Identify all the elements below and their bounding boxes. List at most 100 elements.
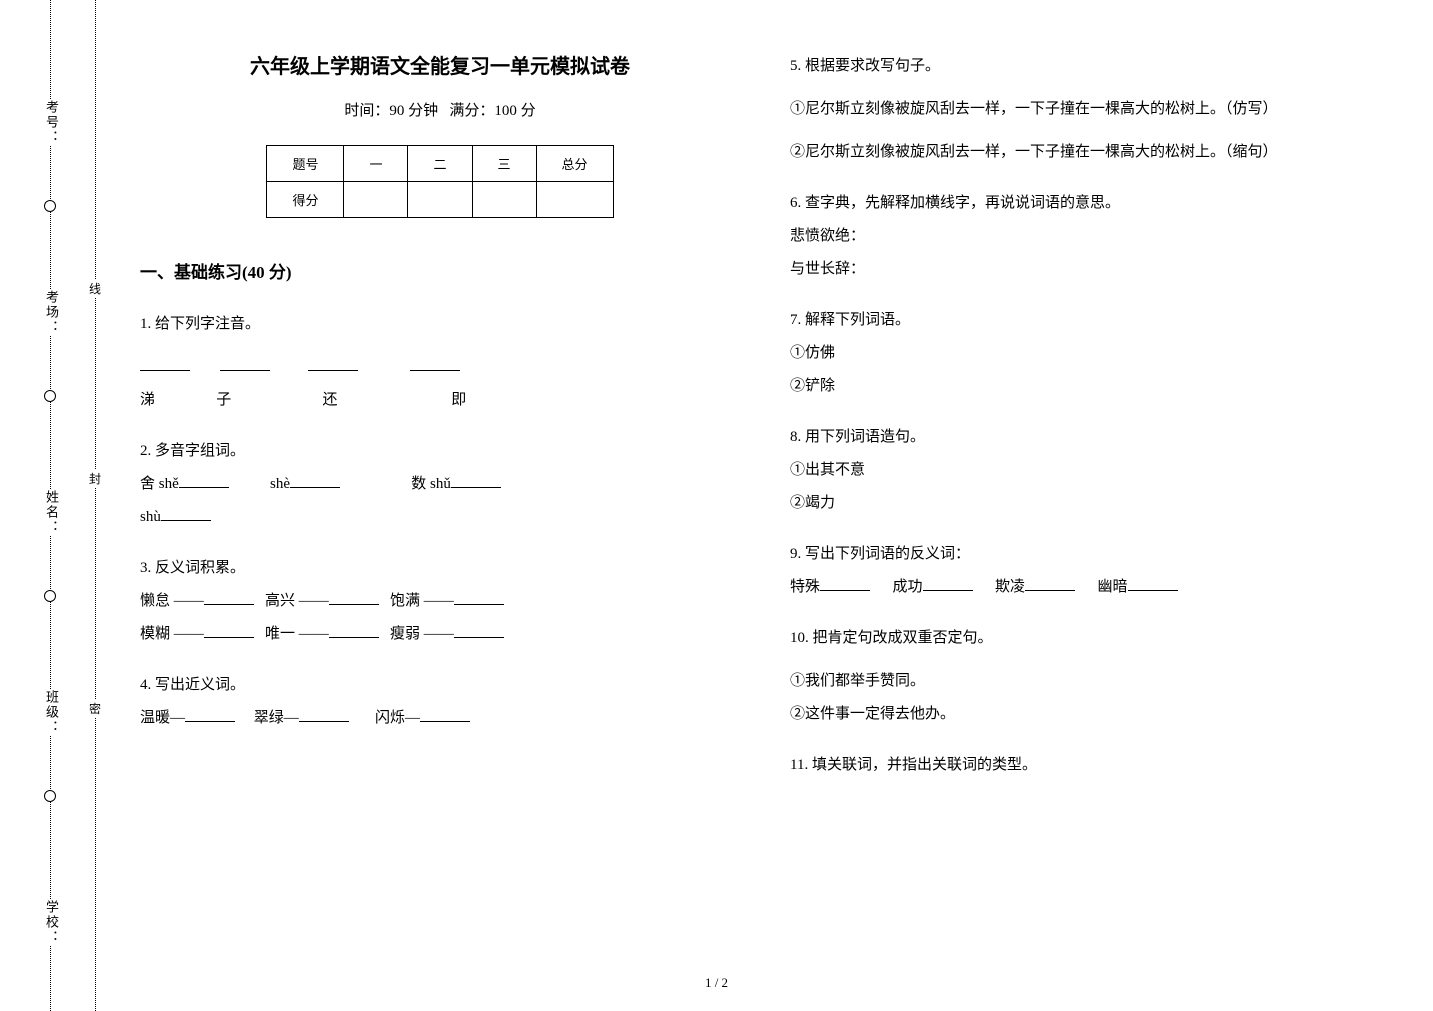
blank[interactable] <box>204 623 254 638</box>
poly-item: 舍 shě <box>140 476 179 492</box>
blank[interactable] <box>179 473 229 488</box>
table-header: 总分 <box>536 146 613 182</box>
blank[interactable] <box>1128 576 1178 591</box>
page-content: 六年级上学期语文全能复习一单元模拟试卷 时间：90 分钟 满分：100 分 题号… <box>140 50 1410 800</box>
section-title: 一、基础练习(40 分) <box>140 258 740 283</box>
page-number: 1 / 2 <box>705 975 728 991</box>
exam-title: 六年级上学期语文全能复习一单元模拟试卷 <box>140 50 740 79</box>
table-cell <box>344 182 408 218</box>
blank[interactable] <box>820 576 870 591</box>
question-prompt: 8. 用下列词语造句。 <box>790 421 1390 454</box>
q9-item: 欺凌 <box>995 579 1025 595</box>
antonym-item: 懒怠 —— <box>140 593 204 609</box>
inner-label-xian: 线 <box>89 280 101 297</box>
question-prompt: 5. 根据要求改写句子。 <box>790 50 1390 83</box>
synonym-item: 翠绿— <box>254 710 299 726</box>
table-header: 三 <box>472 146 536 182</box>
blank[interactable] <box>410 356 460 371</box>
table-row: 题号 一 二 三 总分 <box>267 146 613 182</box>
q8-item1: ①出其不意 <box>790 454 1390 487</box>
char: 子 <box>216 384 266 417</box>
blank[interactable] <box>329 590 379 605</box>
table-row: 得分 <box>267 182 613 218</box>
antonym-row2: 模糊 —— 唯一 —— 瘦弱 —— <box>140 618 740 651</box>
margin-label-room: 考场： <box>42 290 61 335</box>
question-1: 1. 给下列字注音。 涕 子 还 即 <box>140 308 740 417</box>
synonym-row: 温暖— 翠绿— 闪烁— <box>140 702 740 735</box>
synonym-item: 温暖— <box>140 710 185 726</box>
q9-item: 幽暗 <box>1098 579 1128 595</box>
exam-subtitle: 时间：90 分钟 满分：100 分 <box>140 99 740 120</box>
question-prompt: 9. 写出下列词语的反义词： <box>790 538 1390 571</box>
table-cell <box>472 182 536 218</box>
q7-item1: ①仿佛 <box>790 337 1390 370</box>
question-9: 9. 写出下列词语的反义词： 特殊 成功 欺凌 幽暗 <box>790 538 1390 604</box>
question-prompt: 3. 反义词积累。 <box>140 552 740 585</box>
q5-item2: ②尼尔斯立刻像被旋风刮去一样，一下子撞在一棵高大的松树上。（缩句） <box>790 136 1390 169</box>
synonym-item: 闪烁— <box>375 710 420 726</box>
score-label: 满分：100 分 <box>449 103 535 119</box>
blank[interactable] <box>454 623 504 638</box>
table-cell: 得分 <box>267 182 344 218</box>
margin-circle <box>44 390 56 402</box>
margin-label-name: 姓名： <box>42 490 61 535</box>
antonym-item: 模糊 —— <box>140 626 204 642</box>
dotted-line-inner <box>95 0 96 1011</box>
blank[interactable] <box>1025 576 1075 591</box>
q6-item2: 与世长辞： <box>790 253 1390 286</box>
question-10: 10. 把肯定句改成双重否定句。 ①我们都举手赞同。 ②这件事一定得去他办。 <box>790 622 1390 731</box>
margin-circle <box>44 790 56 802</box>
antonym-item: 唯一 —— <box>265 626 329 642</box>
antonym-item: 高兴 —— <box>265 593 329 609</box>
blank[interactable] <box>329 623 379 638</box>
question-prompt: 2. 多音字组词。 <box>140 435 740 468</box>
question-2: 2. 多音字组词。 舍 shě shè 数 shǔ shù <box>140 435 740 534</box>
blank[interactable] <box>923 576 973 591</box>
blank[interactable] <box>185 707 235 722</box>
margin-circle <box>44 200 56 212</box>
blank[interactable] <box>204 590 254 605</box>
poly-item: shè <box>270 476 290 492</box>
q5-item1: ①尼尔斯立刻像被旋风刮去一样，一下子撞在一棵高大的松树上。（仿写） <box>790 93 1390 126</box>
char: 涕 <box>140 384 190 417</box>
table-header: 二 <box>408 146 472 182</box>
pinyin-row <box>140 351 740 384</box>
question-prompt: 1. 给下列字注音。 <box>140 308 740 341</box>
inner-label-mi: 密 <box>89 700 101 717</box>
question-3: 3. 反义词积累。 懒怠 —— 高兴 —— 饱满 —— 模糊 —— 唯一 —— … <box>140 552 740 651</box>
char-row: 涕 子 还 即 <box>140 384 740 417</box>
blank[interactable] <box>290 473 340 488</box>
blank[interactable] <box>161 506 211 521</box>
question-11: 11. 填关联词，并指出关联词的类型。 <box>790 749 1390 782</box>
blank[interactable] <box>220 356 270 371</box>
question-4: 4. 写出近义词。 温暖— 翠绿— 闪烁— <box>140 669 740 735</box>
question-7: 7. 解释下列词语。 ①仿佛 ②铲除 <box>790 304 1390 403</box>
inner-label-feng: 封 <box>89 470 101 487</box>
q9-row: 特殊 成功 欺凌 幽暗 <box>790 571 1390 604</box>
margin-label-school: 学校： <box>42 900 61 945</box>
q9-item: 成功 <box>893 579 923 595</box>
blank[interactable] <box>299 707 349 722</box>
antonym-item: 饱满 —— <box>390 593 454 609</box>
left-column: 六年级上学期语文全能复习一单元模拟试卷 时间：90 分钟 满分：100 分 题号… <box>140 50 740 800</box>
q7-item2: ②铲除 <box>790 370 1390 403</box>
blank[interactable] <box>420 707 470 722</box>
blank[interactable] <box>140 356 190 371</box>
table-cell <box>536 182 613 218</box>
margin-label-class: 班级： <box>42 690 61 735</box>
blank[interactable] <box>454 590 504 605</box>
margin-label-number: 考号： <box>42 100 61 145</box>
blank[interactable] <box>451 473 501 488</box>
question-8: 8. 用下列词语造句。 ①出其不意 ②竭力 <box>790 421 1390 520</box>
q10-item1: ①我们都举手赞同。 <box>790 665 1390 698</box>
q10-item2: ②这件事一定得去他办。 <box>790 698 1390 731</box>
poly-item: 数 shǔ <box>411 476 451 492</box>
question-prompt: 7. 解释下列词语。 <box>790 304 1390 337</box>
antonym-row1: 懒怠 —— 高兴 —— 饱满 —— <box>140 585 740 618</box>
margin-circle <box>44 590 56 602</box>
question-prompt: 4. 写出近义词。 <box>140 669 740 702</box>
polyphone-line1: 舍 shě shè 数 shǔ <box>140 468 740 501</box>
blank[interactable] <box>308 356 358 371</box>
table-header: 一 <box>344 146 408 182</box>
q9-item: 特殊 <box>790 579 820 595</box>
